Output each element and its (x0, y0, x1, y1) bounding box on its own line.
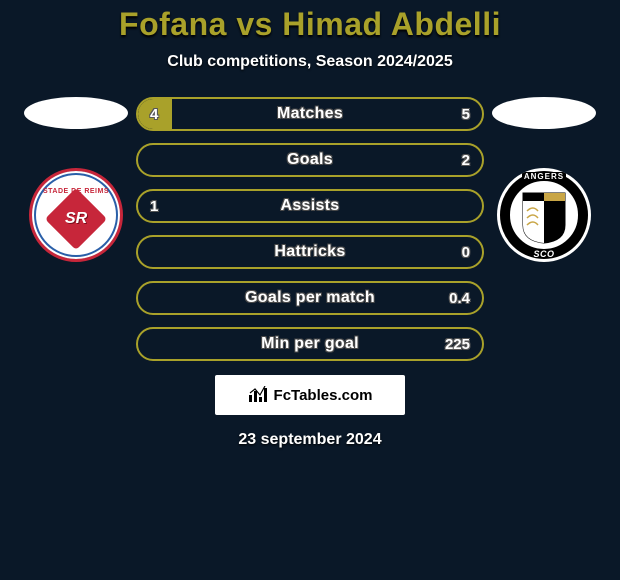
reims-crest-diamond-icon: SR (45, 187, 107, 249)
stat-label: Goals (138, 151, 482, 169)
attribution-text: FcTables.com (274, 387, 373, 404)
stat-right-value: 5 (462, 106, 470, 123)
stat-row: Goals per match0.4 (136, 281, 484, 315)
right-oval-icon (492, 97, 596, 129)
left-side: STADE DE REIMS SR (16, 97, 136, 265)
angers-crest-top-text: ANGERS (522, 172, 566, 181)
stat-right-value: 2 (462, 152, 470, 169)
stat-label: Min per goal (138, 335, 482, 353)
stat-label: Matches (138, 105, 482, 123)
angers-crest-bottom-text: SCO (533, 249, 554, 259)
stat-rows: 4Matches5 Goals2 1Assists Hattricks0 Goals p… (136, 97, 484, 361)
stat-right-value: 225 (445, 336, 470, 353)
stat-label: Goals per match (138, 289, 482, 307)
stat-label: Assists (138, 197, 482, 215)
right-side: ANGERS SCO (484, 97, 604, 265)
stat-label: Hattricks (138, 243, 482, 261)
right-team-badge: ANGERS SCO (494, 165, 594, 265)
subtitle: Club competitions, Season 2024/2025 (0, 53, 620, 71)
page-title: Fofana vs Himad Abdelli (0, 6, 620, 43)
attribution-badge[interactable]: FcTables.com (215, 375, 405, 415)
left-team-badge: STADE DE REIMS SR (26, 165, 126, 265)
stat-row: 4Matches5 (136, 97, 484, 131)
stat-row: Hattricks0 (136, 235, 484, 269)
date-text: 23 september 2024 (0, 431, 620, 449)
stat-right-value: 0 (462, 244, 470, 261)
stat-row: Goals2 (136, 143, 484, 177)
angers-crest-icon: ANGERS SCO (497, 168, 591, 262)
angers-shield-icon (521, 191, 567, 245)
stat-right-value: 0.4 (449, 290, 470, 307)
stat-row: Min per goal225 (136, 327, 484, 361)
layout: STADE DE REIMS SR 4Matches5 Goals2 1Assist… (0, 97, 620, 361)
reims-crest-initials: SR (65, 209, 87, 227)
stat-row: 1Assists (136, 189, 484, 223)
reims-crest-icon: STADE DE REIMS SR (29, 168, 123, 262)
left-oval-icon (24, 97, 128, 129)
bar-chart-icon (248, 386, 268, 404)
comparison-card: Fofana vs Himad Abdelli Club competition… (0, 0, 620, 449)
